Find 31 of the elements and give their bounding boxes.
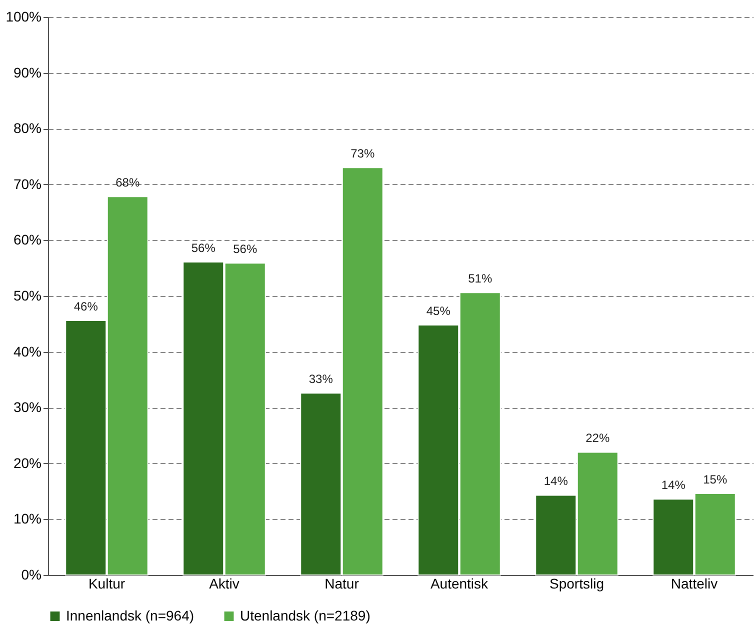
data-label: 14% [544,474,568,488]
y-tick-label: 70% [13,176,42,192]
y-tick-label: 100% [6,8,42,24]
x-tick-label: Natur [324,576,360,592]
y-tick-label: 50% [13,288,42,304]
legend-label: Innenlandsk (n=964) [66,607,194,624]
data-label: 45% [426,304,451,318]
y-tick-label: 20% [13,454,42,471]
x-tick-label: Kultur [88,576,126,592]
x-tick-label: Autentisk [430,576,490,592]
data-label: 33% [308,372,334,386]
y-tick-label: 0% [21,566,42,582]
data-label: 15% [703,472,728,487]
y-tick-label: 60% [13,232,42,248]
y-tick-label: 90% [13,64,42,80]
legend-label: Utenlandsk (n=2189) [240,607,370,624]
data-label: 73% [350,146,375,161]
data-label: 46% [74,300,98,314]
y-tick-label: 10% [13,510,42,527]
data-label: 14% [661,478,686,492]
x-tick-label: Aktiv [209,576,240,592]
y-tick-label: 30% [13,399,42,416]
y-tick-label: 80% [13,120,42,136]
x-tick-label: Sportslig [550,576,604,592]
x-tick-label: Natteliv [670,576,718,592]
y-tick-label: 40% [13,343,42,360]
data-label: 56% [233,242,258,256]
data-label: 22% [586,431,610,446]
data-label: 51% [468,272,492,286]
data-label: 68% [116,176,140,190]
data-label: 56% [191,240,216,255]
